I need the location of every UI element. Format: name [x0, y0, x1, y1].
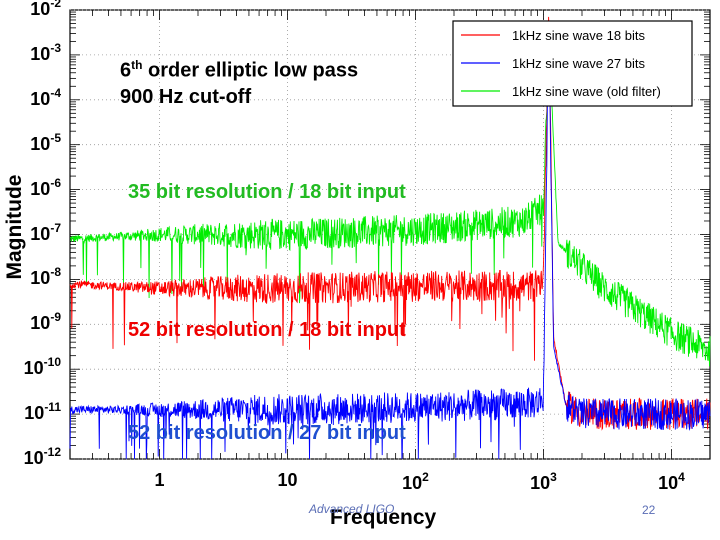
y-tick-label: 10-4 [5, 86, 61, 110]
x-tick-base: 1 [154, 470, 165, 490]
series-line-2 [69, 36, 711, 367]
page-number: 22 [642, 503, 656, 517]
series-line-0 [69, 16, 711, 431]
legend: 1kHz sine wave 18 bits 1kHz sine wave 27… [452, 20, 693, 107]
y-tick-label: 10-12 [5, 445, 61, 469]
x-tick-label: 104 [641, 470, 701, 494]
plot-grid [69, 9, 711, 460]
y-tick-base: 10 [30, 268, 51, 289]
footer-text: Advanced LIGO [309, 502, 395, 516]
chart-title-line2: 900 Hz cut-off [120, 86, 252, 108]
x-tick-label: 1 [129, 470, 189, 491]
y-tick-exponent: -2 [50, 0, 61, 10]
y-tick-base: 10 [24, 403, 45, 424]
y-tick-exponent: -10 [43, 355, 61, 370]
y-tick-label: 10-3 [5, 41, 61, 65]
annotation-blue-series: 52 bit resolution / 27 bit input [128, 422, 406, 444]
x-tick-base: 10 [277, 470, 298, 490]
y-tick-exponent: -12 [43, 445, 61, 459]
title-filter-type: order elliptic low pass [142, 59, 359, 82]
legend-label-18bits: 1kHz sine wave 18 bits [512, 28, 645, 43]
series-layer [69, 16, 711, 460]
x-axis-label: Frequency [330, 506, 437, 529]
y-tick-base: 10 [30, 133, 51, 154]
y-tick-label: 10-7 [5, 221, 61, 245]
annotation-red-series: 52 bit resolution / 18 bit input [128, 319, 406, 341]
y-tick-base: 10 [30, 313, 51, 334]
x-tick-base: 10 [658, 473, 679, 493]
legend-label-27bits: 1kHz sine wave 27 bits [512, 56, 645, 71]
series-line-1 [69, 28, 711, 460]
x-tick-label: 103 [513, 470, 573, 494]
title-order-number: 6 [120, 59, 132, 82]
y-tick-label: 10-8 [5, 265, 61, 289]
annotation-green-series: 35 bit resolution / 18 bit input [128, 181, 406, 203]
x-tick-exponent: 2 [422, 470, 429, 484]
chart-title-line1: 6th order elliptic low pass [120, 58, 358, 83]
y-tick-base: 10 [30, 88, 51, 109]
y-tick-label: 10-2 [5, 0, 61, 20]
y-tick-exponent: -6 [50, 175, 61, 190]
y-tick-base: 10 [30, 0, 51, 19]
y-tick-label: 10-9 [5, 310, 61, 334]
y-tick-label: 10-10 [5, 355, 61, 379]
y-tick-exponent: -5 [50, 130, 61, 145]
y-tick-exponent: -11 [44, 400, 61, 415]
y-tick-exponent: -9 [50, 310, 61, 325]
y-tick-label: 10-5 [5, 131, 61, 155]
x-tick-exponent: 4 [678, 470, 685, 484]
x-tick-label: 10 [257, 470, 317, 491]
y-axis-label: Magnitude [3, 174, 26, 280]
title-order-suffix: th [131, 58, 143, 72]
x-tick-exponent: 3 [550, 470, 557, 484]
y-tick-base: 10 [23, 358, 44, 379]
y-tick-exponent: -7 [50, 220, 61, 235]
y-tick-exponent: -8 [50, 265, 61, 280]
y-tick-base: 10 [30, 43, 51, 64]
y-tick-exponent: -4 [50, 85, 61, 100]
y-tick-base: 10 [23, 448, 44, 468]
y-tick-base: 10 [30, 178, 51, 199]
y-tick-exponent: -3 [50, 40, 61, 55]
y-tick-label: 10-6 [5, 176, 61, 200]
legend-label-old-filter: 1kHz sine wave (old filter) [512, 84, 661, 99]
x-tick-label: 102 [385, 470, 445, 494]
x-tick-base: 10 [530, 473, 551, 493]
y-tick-base: 10 [30, 223, 51, 244]
y-tick-label: 10-11 [5, 400, 61, 424]
x-tick-base: 10 [402, 473, 423, 493]
